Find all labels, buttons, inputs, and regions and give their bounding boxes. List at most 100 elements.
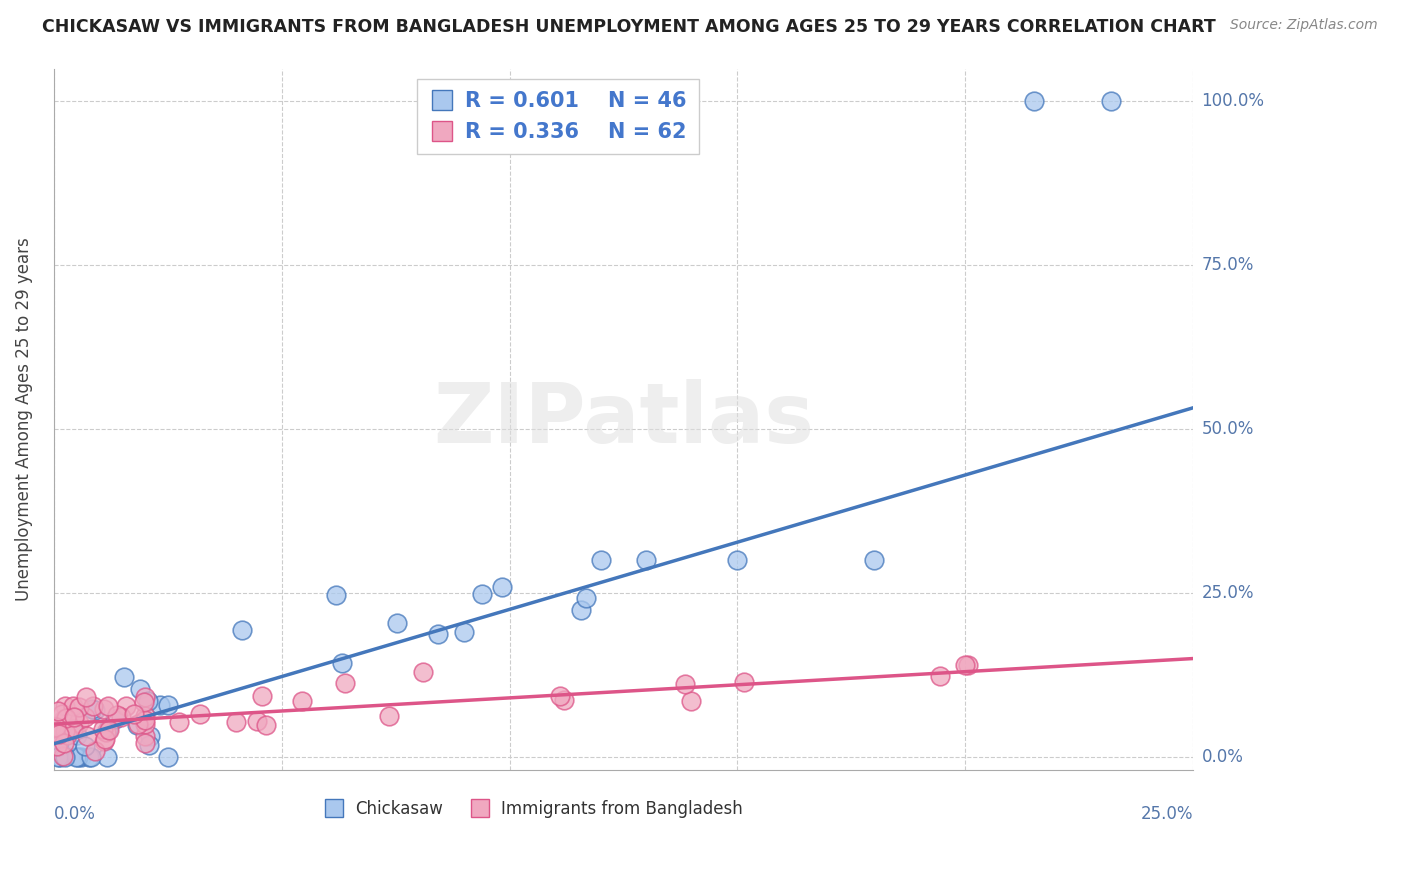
Point <box>127 718 149 732</box>
Text: 0.0%: 0.0% <box>53 805 96 823</box>
Point <box>105 707 128 722</box>
Point <box>246 714 269 728</box>
Point <box>45 720 67 734</box>
Point <box>49 750 72 764</box>
Point <box>73 739 96 753</box>
Point <box>48 727 70 741</box>
Point <box>548 689 571 703</box>
Point <box>122 707 145 722</box>
Text: 100.0%: 100.0% <box>1202 92 1264 111</box>
Point <box>491 580 513 594</box>
Point <box>188 707 211 722</box>
Point <box>52 748 75 763</box>
Point <box>82 698 104 713</box>
Point <box>97 722 120 736</box>
Point <box>83 744 105 758</box>
Point <box>291 694 314 708</box>
Point <box>48 739 70 754</box>
Point <box>56 736 79 750</box>
Point <box>385 616 408 631</box>
Point <box>69 750 91 764</box>
Point <box>53 747 76 762</box>
Point <box>553 693 575 707</box>
Point <box>53 724 76 739</box>
Point <box>412 665 434 679</box>
Point <box>167 715 190 730</box>
Text: Source: ZipAtlas.com: Source: ZipAtlas.com <box>1230 18 1378 32</box>
Point <box>1022 95 1045 109</box>
Point <box>335 676 357 690</box>
Point <box>94 732 117 747</box>
Point <box>863 553 886 567</box>
Point <box>55 711 77 725</box>
Point <box>53 699 76 714</box>
Point <box>138 738 160 752</box>
Point <box>725 553 748 567</box>
Point <box>128 682 150 697</box>
Point <box>733 674 755 689</box>
Point <box>225 714 247 729</box>
Point <box>134 736 156 750</box>
Y-axis label: Unemployment Among Ages 25 to 29 years: Unemployment Among Ages 25 to 29 years <box>15 237 32 601</box>
Point <box>44 719 66 733</box>
Point <box>149 698 172 712</box>
Point <box>250 690 273 704</box>
Point <box>156 750 179 764</box>
Point <box>569 602 592 616</box>
Point <box>52 713 75 727</box>
Point <box>453 625 475 640</box>
Legend: Chickasaw, Immigrants from Bangladesh: Chickasaw, Immigrants from Bangladesh <box>315 794 749 825</box>
Point <box>62 721 84 735</box>
Point <box>77 750 100 764</box>
Point <box>115 699 138 714</box>
Point <box>134 716 156 731</box>
Text: 0.0%: 0.0% <box>1202 747 1243 766</box>
Point <box>378 709 401 723</box>
Point <box>62 710 84 724</box>
Point <box>84 703 107 717</box>
Point <box>96 698 118 713</box>
Text: ZIPatlas: ZIPatlas <box>433 379 814 459</box>
Point <box>48 750 70 764</box>
Point <box>679 693 702 707</box>
Point <box>53 736 76 750</box>
Point <box>134 713 156 727</box>
Point <box>426 627 449 641</box>
Point <box>80 750 103 764</box>
Point <box>956 657 979 672</box>
Point <box>231 623 253 637</box>
Point <box>76 729 98 743</box>
Point <box>1099 95 1122 109</box>
Text: 75.0%: 75.0% <box>1202 256 1254 274</box>
Point <box>134 708 156 723</box>
Point <box>134 729 156 743</box>
Point <box>66 750 89 764</box>
Point <box>134 696 156 710</box>
Point <box>96 750 118 764</box>
Point <box>82 702 104 716</box>
Point <box>62 699 84 714</box>
Point <box>470 587 492 601</box>
Point <box>330 656 353 670</box>
Point <box>127 717 149 731</box>
Point <box>136 694 159 708</box>
Point <box>93 702 115 716</box>
Point <box>48 735 70 749</box>
Point <box>65 750 87 764</box>
Point <box>69 715 91 730</box>
Point <box>929 669 952 683</box>
Point <box>51 706 73 721</box>
Point <box>56 728 79 742</box>
Point <box>112 670 135 684</box>
Point <box>103 712 125 726</box>
Point <box>325 588 347 602</box>
Point <box>589 553 612 567</box>
Point <box>53 750 76 764</box>
Point <box>67 700 90 714</box>
Point <box>673 676 696 690</box>
Point <box>134 690 156 704</box>
Point <box>94 725 117 739</box>
Point <box>254 718 277 732</box>
Point <box>66 728 89 742</box>
Point <box>73 710 96 724</box>
